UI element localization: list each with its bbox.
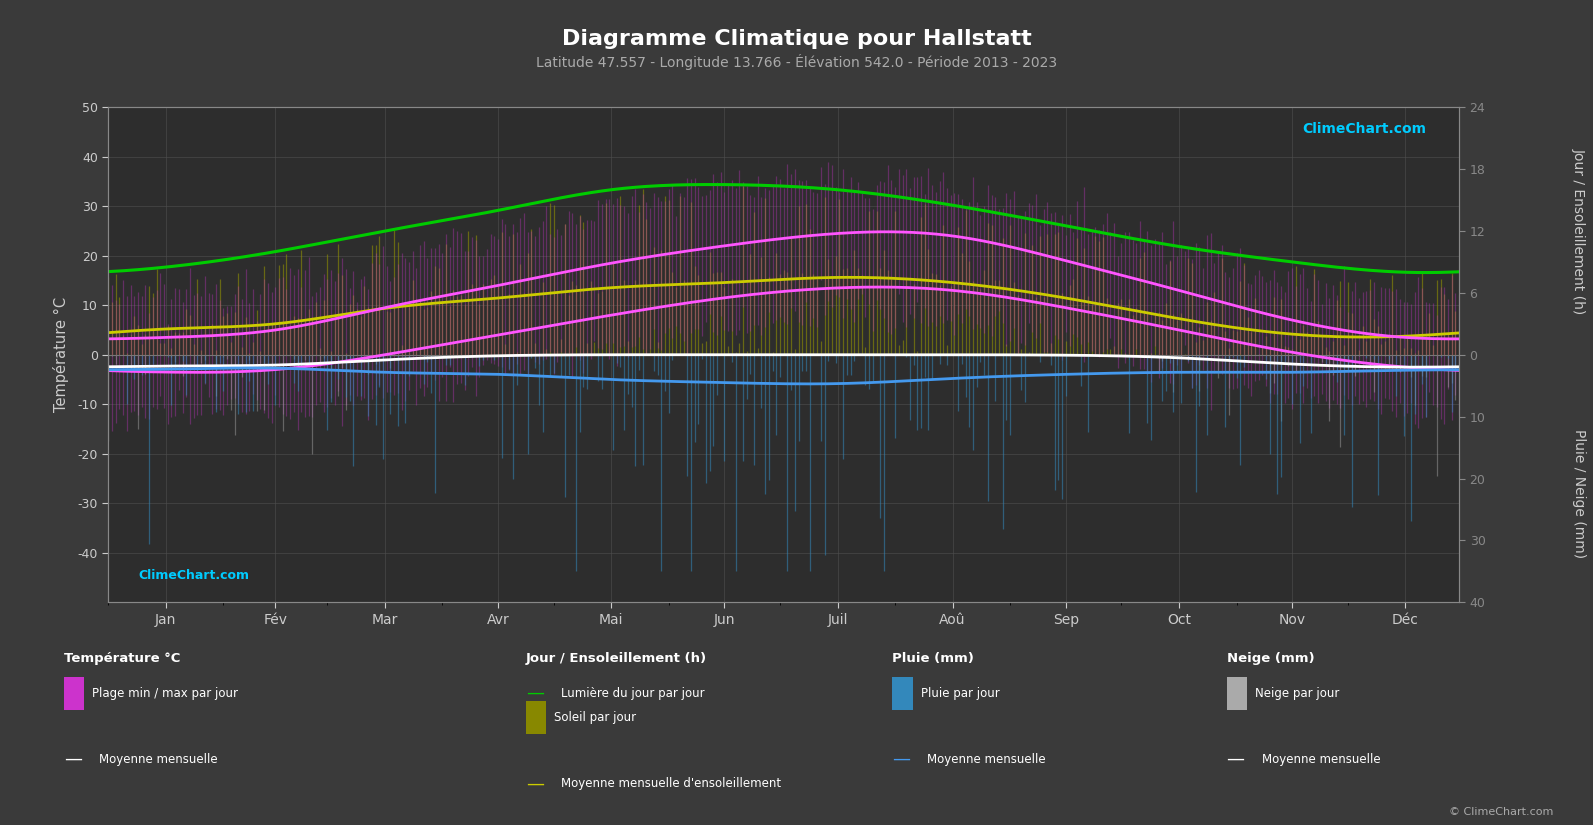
Text: —: — [64, 750, 81, 768]
Text: Plage min / max par jour: Plage min / max par jour [92, 686, 239, 700]
Text: Moyenne mensuelle d'ensoleillement: Moyenne mensuelle d'ensoleillement [561, 777, 781, 790]
Text: ClimeChart.com: ClimeChart.com [139, 569, 249, 582]
Text: Pluie / Neige (mm): Pluie / Neige (mm) [1572, 429, 1585, 558]
Text: Pluie par jour: Pluie par jour [921, 686, 999, 700]
Text: Moyenne mensuelle: Moyenne mensuelle [927, 752, 1045, 766]
Text: ClimeChart.com: ClimeChart.com [1301, 122, 1426, 136]
Text: —: — [892, 750, 910, 768]
Text: Jour / Ensoleillement (h): Jour / Ensoleillement (h) [526, 652, 707, 665]
Text: Soleil par jour: Soleil par jour [554, 711, 637, 724]
Text: Diagramme Climatique pour Hallstatt: Diagramme Climatique pour Hallstatt [562, 29, 1031, 49]
Text: Pluie (mm): Pluie (mm) [892, 652, 973, 665]
Text: Lumière du jour par jour: Lumière du jour par jour [561, 686, 704, 700]
Text: Latitude 47.557 - Longitude 13.766 - Élévation 542.0 - Période 2013 - 2023: Latitude 47.557 - Longitude 13.766 - Élé… [535, 54, 1058, 69]
Text: —: — [526, 684, 543, 702]
Text: Neige (mm): Neige (mm) [1227, 652, 1314, 665]
Text: Température °C: Température °C [64, 652, 180, 665]
Text: Moyenne mensuelle: Moyenne mensuelle [99, 752, 217, 766]
Text: —: — [1227, 750, 1244, 768]
Text: © ClimeChart.com: © ClimeChart.com [1448, 807, 1553, 817]
Text: Jour / Ensoleillement (h): Jour / Ensoleillement (h) [1572, 148, 1585, 314]
Text: Neige par jour: Neige par jour [1255, 686, 1340, 700]
Text: Moyenne mensuelle: Moyenne mensuelle [1262, 752, 1380, 766]
Text: —: — [526, 775, 543, 793]
Y-axis label: Température °C: Température °C [53, 297, 68, 412]
